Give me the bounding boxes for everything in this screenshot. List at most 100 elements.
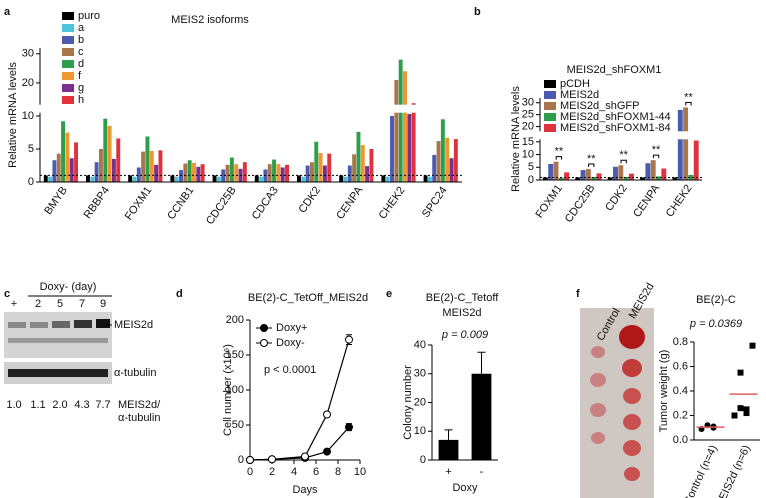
annotation: p = 0.0369 (689, 318, 742, 330)
bar (170, 175, 175, 182)
marker (301, 452, 309, 461)
y-tick-label: 0 (420, 454, 426, 466)
x-tick-label: SPC24 (420, 185, 450, 220)
y-tick-label: 200 (226, 314, 244, 326)
x-tick-label: CDC25B (204, 185, 239, 227)
y-tick-label: 100 (226, 384, 244, 396)
significance-bracket (555, 156, 563, 160)
bar (309, 162, 314, 182)
panel-letter: c (4, 288, 10, 300)
band (8, 369, 108, 377)
legend-label: b (78, 34, 84, 46)
bar (65, 132, 70, 182)
significance-bracket (588, 163, 595, 168)
x-tick-label: 10 (354, 466, 366, 478)
bar (69, 158, 74, 182)
y-axis-label: Tumor weight (g) (658, 350, 670, 433)
tumor-photo (580, 308, 654, 498)
series-line (249, 426, 350, 461)
bar (628, 173, 634, 180)
bar (618, 165, 624, 180)
legend-swatch (544, 113, 556, 121)
y-tick-label: 0.8 (673, 336, 688, 348)
legend-swatch (62, 84, 74, 92)
marker (323, 447, 331, 456)
lane-label: 5 (57, 298, 63, 310)
bar (352, 154, 357, 182)
bar (192, 162, 196, 182)
annotation: p = 0.009 (441, 329, 488, 341)
y-tick-label: 15 (522, 136, 534, 148)
y-tick-label: 40 (414, 339, 426, 351)
y-tick-label: 20 (414, 396, 426, 408)
bar (381, 175, 386, 182)
bar (116, 138, 121, 182)
ratio: 1.0 (6, 399, 21, 411)
legend-label: pCDH (560, 78, 590, 90)
legend-label: MEIS2d (560, 89, 599, 101)
bar (553, 161, 559, 180)
chart-title: BE(2)-C_TetOff_MEIS2d (248, 292, 368, 304)
band (52, 321, 70, 328)
x-tick-label: FOXM1 (123, 185, 155, 223)
bar (548, 163, 554, 180)
bar (242, 162, 247, 182)
y-tick-label: 10 (522, 148, 534, 160)
legend-label: MEIS2d_shFOXM1-84 (560, 122, 671, 134)
bar (314, 141, 319, 182)
x-tick-label: 0 (247, 466, 253, 478)
tumor (591, 346, 605, 358)
bar (607, 177, 613, 180)
bar (221, 169, 226, 182)
bar (438, 439, 459, 460)
legend-swatch (62, 24, 74, 32)
x-tick-label: CDC25B (563, 183, 598, 225)
bar (613, 166, 618, 180)
bar (471, 373, 492, 460)
bar (276, 164, 281, 182)
y-tick-label: 0.6 (673, 360, 688, 372)
bar (677, 109, 683, 180)
bar (90, 176, 95, 182)
bar (158, 150, 163, 182)
bar (575, 177, 581, 180)
bar (74, 142, 79, 182)
point (743, 406, 750, 413)
bar (661, 168, 667, 180)
bar (229, 157, 234, 182)
band (30, 322, 48, 328)
bar (591, 176, 597, 180)
bar (318, 152, 323, 182)
bar (154, 164, 159, 182)
bar (440, 119, 445, 182)
bar (149, 150, 154, 182)
y-axis-label: Colony number (402, 365, 414, 440)
significance-bracket (685, 102, 692, 106)
marker (246, 456, 254, 464)
bar (216, 176, 221, 182)
panel-letter: f (576, 288, 580, 300)
y-tick-label: 30 (22, 48, 34, 60)
point (731, 412, 738, 419)
band (74, 320, 92, 328)
x-tick-label: CDCA3 (250, 185, 281, 222)
ratio-label: α-tubulin (118, 412, 160, 424)
ratio-label: MEIS2d/ (118, 399, 161, 411)
x-tick-label: CENPA (631, 182, 662, 220)
x-tick-label: FOXM1 (533, 183, 565, 221)
bar (174, 176, 179, 182)
bar (339, 175, 344, 182)
x-tick-label: BMYB (42, 185, 70, 217)
bar (103, 118, 108, 182)
x-tick-label: 2 (269, 466, 275, 478)
band (8, 338, 108, 343)
bar (356, 131, 361, 182)
bar (585, 169, 591, 180)
x-tick-label: MEIS2d (n=6) (713, 443, 753, 498)
bar (369, 149, 374, 182)
marker (323, 410, 331, 419)
bar (327, 153, 332, 182)
legend-swatch (62, 36, 74, 44)
tumor (622, 359, 642, 377)
point (737, 369, 744, 376)
